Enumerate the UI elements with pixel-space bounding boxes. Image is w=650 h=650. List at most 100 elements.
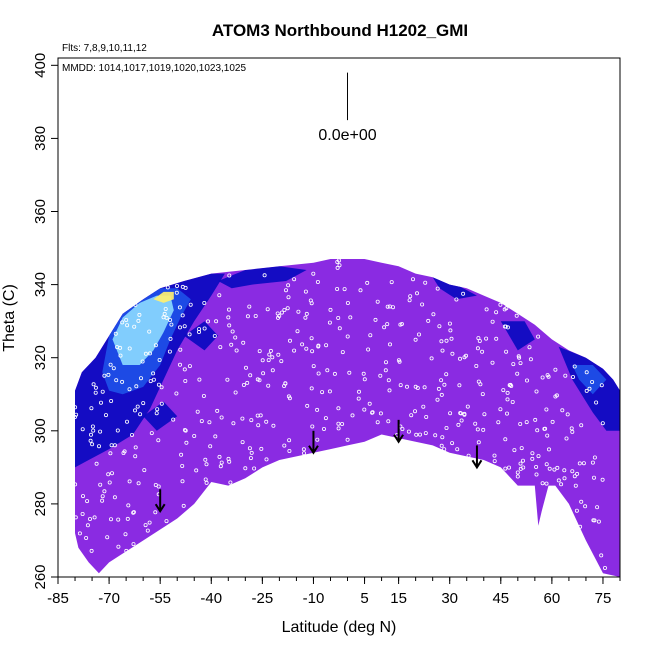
- observation-point: [348, 315, 353, 320]
- observation-point: [255, 413, 260, 418]
- flight-arrows: [154, 419, 483, 514]
- observation-point: [145, 528, 150, 533]
- observation-point: [587, 386, 592, 391]
- observation-point: [226, 307, 231, 312]
- observation-point: [270, 355, 275, 360]
- y-tick-label: 360: [32, 199, 49, 224]
- observation-point: [524, 420, 529, 425]
- observation-point: [579, 499, 584, 504]
- observation-point: [413, 384, 418, 389]
- observation-point: [182, 324, 187, 329]
- observation-point: [140, 359, 145, 364]
- observation-point: [535, 428, 540, 433]
- observation-point: [249, 418, 254, 423]
- field-feature-highlight: [153, 291, 174, 303]
- observation-point: [303, 289, 308, 294]
- observation-point: [356, 389, 361, 394]
- observation-point: [127, 479, 132, 484]
- observation-point: [127, 387, 132, 392]
- observation-points: [73, 258, 608, 571]
- observation-point: [361, 371, 366, 376]
- observation-point: [592, 475, 597, 480]
- observation-point: [179, 452, 184, 457]
- observation-point: [116, 517, 121, 522]
- observation-point: [84, 536, 89, 541]
- observation-point: [345, 334, 350, 339]
- observation-point: [335, 265, 340, 270]
- observation-point: [423, 431, 428, 436]
- observation-point: [295, 329, 300, 334]
- observation-point: [105, 535, 110, 540]
- observation-point: [217, 293, 222, 298]
- observation-point: [241, 340, 246, 345]
- observation-point: [373, 317, 378, 322]
- observation-point: [225, 377, 230, 382]
- observation-point: [137, 312, 142, 317]
- observation-point: [240, 416, 245, 421]
- observation-point: [574, 508, 579, 513]
- observation-point: [505, 397, 510, 402]
- observation-point: [442, 447, 447, 452]
- observation-point: [125, 419, 130, 424]
- observation-point: [279, 310, 284, 315]
- observation-point: [596, 519, 601, 524]
- observation-point: [109, 517, 114, 522]
- observation-point: [310, 424, 315, 429]
- observation-point: [473, 421, 478, 426]
- observation-point: [484, 307, 489, 312]
- observation-point: [131, 542, 136, 547]
- observation-point: [475, 346, 480, 351]
- observation-point: [138, 412, 143, 417]
- observation-point: [410, 277, 415, 282]
- observation-point: [90, 424, 95, 429]
- observation-point: [115, 345, 120, 350]
- observation-point: [315, 407, 320, 412]
- observation-point: [534, 472, 539, 477]
- observation-point: [448, 328, 453, 333]
- observation-point: [581, 461, 586, 466]
- observation-point: [496, 420, 501, 425]
- observation-point: [480, 392, 485, 397]
- observation-point: [136, 481, 141, 486]
- observation-point: [577, 461, 582, 466]
- observation-point: [436, 386, 441, 391]
- observation-point: [600, 477, 605, 482]
- observation-point: [406, 429, 411, 434]
- observation-point: [365, 280, 370, 285]
- observation-point: [264, 419, 269, 424]
- x-tick-label: 75: [595, 590, 612, 607]
- observation-point: [439, 443, 444, 448]
- observation-point: [80, 512, 85, 517]
- observation-point: [207, 420, 212, 425]
- observation-point: [456, 422, 461, 427]
- observation-point: [287, 448, 292, 453]
- observation-point: [459, 418, 464, 423]
- observation-point: [109, 398, 114, 403]
- observation-point: [356, 396, 361, 401]
- observation-point: [433, 433, 438, 438]
- observation-point: [367, 401, 372, 406]
- observation-point: [316, 371, 321, 376]
- observation-point: [231, 421, 236, 426]
- observation-point: [603, 566, 608, 571]
- observation-point: [147, 520, 152, 525]
- observation-point: [106, 472, 111, 477]
- x-tick-label: -40: [200, 590, 222, 607]
- observation-point: [279, 359, 284, 364]
- observation-point: [285, 306, 290, 311]
- observation-point: [457, 356, 462, 361]
- observation-point: [544, 407, 549, 412]
- observation-point: [93, 390, 98, 395]
- observation-point: [335, 259, 340, 264]
- observation-point: [559, 482, 564, 487]
- observation-point: [525, 378, 530, 383]
- observation-point: [515, 371, 520, 376]
- observation-point: [575, 471, 580, 476]
- observation-point: [165, 285, 170, 290]
- observation-point: [135, 404, 140, 409]
- observation-point: [133, 302, 138, 307]
- observation-point: [73, 414, 78, 419]
- observation-point: [97, 444, 102, 449]
- field-feature-dark: [184, 321, 219, 351]
- observation-point: [100, 498, 105, 503]
